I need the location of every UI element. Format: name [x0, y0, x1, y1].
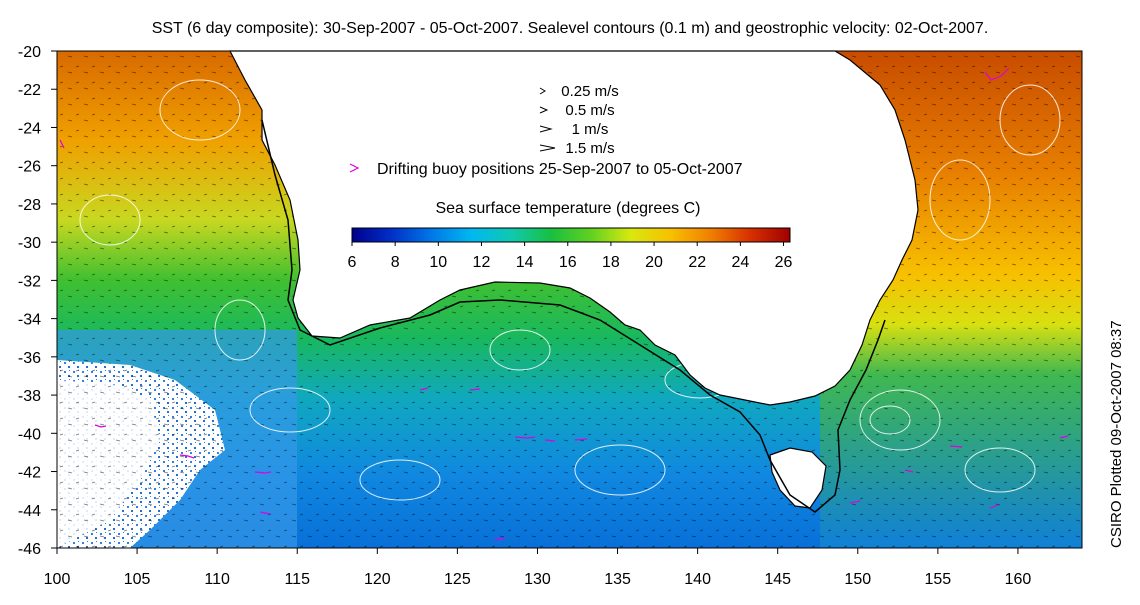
x-tick-label: 115	[284, 571, 310, 588]
x-tick-label: 155	[925, 571, 952, 588]
velocity-scale-arrow	[539, 125, 553, 133]
colorbar-tick-label: 16	[559, 254, 577, 271]
y-tick-label: -24	[18, 120, 41, 137]
velocity-scale-label: 0.5 m/s	[565, 102, 614, 119]
y-tick-label: -36	[18, 350, 41, 367]
x-tick-label: 145	[764, 571, 791, 588]
y-tick-label: -40	[18, 426, 41, 443]
colorbar-tick-label: 12	[473, 254, 491, 271]
velocity-scale-label: 1.5 m/s	[565, 140, 614, 157]
y-tick-label: -44	[18, 503, 41, 520]
colorbar-tick-label: 22	[688, 254, 706, 271]
plot-credit: CSIRO Plotted 09-Oct-2007 08:37	[1108, 320, 1125, 548]
x-tick-label: 105	[124, 571, 151, 588]
y-tick-label: -30	[18, 235, 41, 252]
velocity-scale-label: 1 m/s	[572, 121, 609, 138]
tasmania-landmass	[769, 447, 827, 509]
colorbar-tick-label: 14	[516, 254, 534, 271]
buoy-legend-label: Drifting buoy positions 25-Sep-2007 to 0…	[377, 161, 743, 178]
velocity-scale-arrow	[539, 106, 549, 114]
sst-colorbar: 6 8 10 12 14 16 18 20 22 24 26	[348, 227, 793, 271]
colorbar-tick-label: 24	[731, 254, 749, 271]
y-tick-label: -32	[18, 273, 41, 290]
map-title: SST (6 day composite): 30-Sep-2007 - 05-…	[151, 20, 989, 37]
plot-frame	[56, 50, 1083, 549]
y-tick-label: -28	[18, 197, 41, 214]
x-tick-label: 125	[444, 571, 471, 588]
x-tick-label: 130	[524, 571, 551, 588]
y-tick-label: -22	[18, 82, 41, 99]
buoy-marker-symbol	[349, 163, 360, 173]
x-tick-label: 110	[204, 571, 230, 588]
colorbar-tick-label: 10	[429, 254, 447, 271]
colorbar-gradient	[351, 227, 791, 243]
drifting-buoy-tracks	[59, 67, 1069, 541]
sealevel-contours	[79, 79, 1061, 501]
x-axis: 100 105 110 115 120 125 130 135 140 145 150 155 160	[44, 548, 1032, 588]
shelf-edge-line	[261, 119, 886, 513]
y-tick-label: -26	[18, 159, 41, 176]
colorbar-title: Sea surface temperature (degrees C)	[435, 200, 700, 217]
velocity-scale-arrow	[539, 87, 546, 95]
y-tick-label: -42	[18, 465, 41, 482]
y-tick-label: -38	[18, 388, 41, 405]
x-tick-label: 120	[364, 571, 391, 588]
velocity-legend: 0.25 m/s 0.5 m/s 1 m/s 1.5 m/s Drifting buoy…	[349, 83, 743, 178]
colorbar-tick-label: 18	[602, 254, 620, 271]
colorbar-tick-label: 20	[645, 254, 663, 271]
x-tick-label: 140	[684, 571, 711, 588]
colorbar-tick-label: 6	[348, 254, 357, 271]
x-tick-label: 135	[604, 571, 631, 588]
colorbar-tick-label: 26	[775, 254, 793, 271]
y-tick-label: -34	[18, 312, 41, 329]
y-axis: -20 -22 -24 -26 -28 -30 -32 -34 -36 -38 -40 -42 -44 -…	[18, 44, 57, 558]
y-tick-label: -46	[18, 541, 41, 558]
velocity-scale-label: 0.25 m/s	[561, 83, 619, 100]
x-tick-label: 160	[1005, 571, 1032, 588]
velocity-scale-arrow	[539, 144, 556, 152]
y-tick-label: -20	[18, 44, 41, 61]
colorbar-tick-label: 8	[391, 254, 400, 271]
x-tick-label: 100	[44, 571, 71, 588]
x-tick-label: 150	[844, 571, 871, 588]
